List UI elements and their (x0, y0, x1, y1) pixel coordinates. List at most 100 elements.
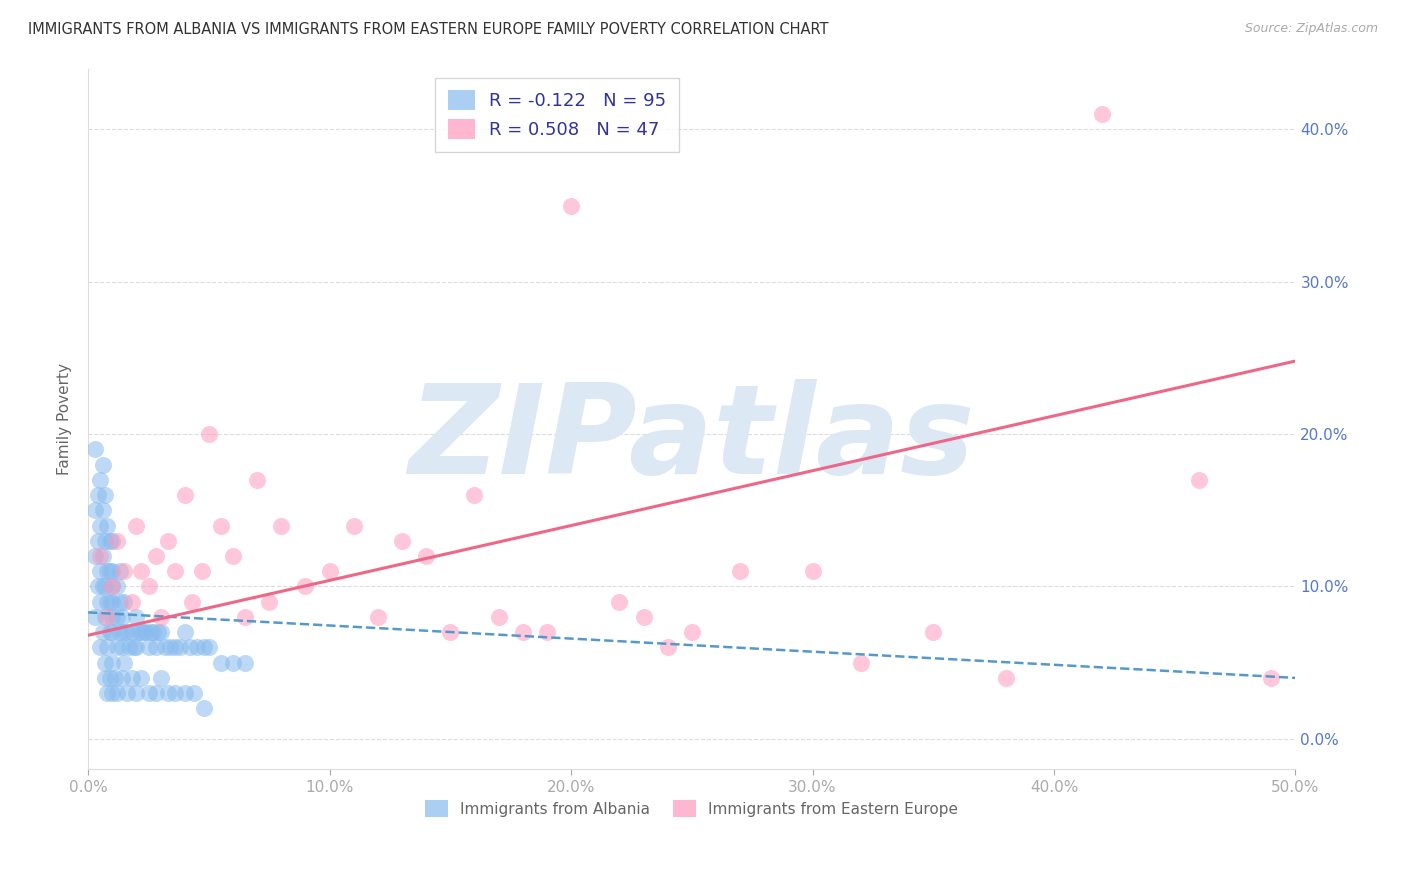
Point (125, 610, 148, 624)
Point (101, 564, 124, 578)
Point (343, 518, 366, 533)
Point (129, 564, 152, 578)
Point (98, 595, 121, 609)
Point (87, 488, 110, 502)
Point (156, 533, 179, 548)
Point (318, 564, 340, 578)
Point (94, 610, 117, 624)
Point (105, 610, 128, 624)
Point (101, 625, 124, 640)
Point (91, 625, 114, 640)
Point (139, 625, 162, 640)
Point (98, 671, 121, 685)
Point (104, 671, 127, 685)
Point (488, 610, 510, 624)
Point (98, 564, 121, 578)
Point (173, 686, 195, 700)
Point (135, 625, 157, 640)
Point (101, 580, 124, 594)
Point (657, 640, 679, 655)
Point (84, 503, 107, 517)
Point (129, 625, 152, 640)
Point (84, 442, 107, 457)
Point (125, 640, 148, 655)
Y-axis label: Family Poverty: Family Poverty (58, 363, 72, 475)
Point (91, 580, 114, 594)
Point (560, 199, 582, 213)
Point (193, 640, 215, 655)
Point (633, 610, 655, 624)
Point (89, 595, 111, 609)
Point (108, 595, 131, 609)
Point (155, 640, 177, 655)
Point (96, 564, 118, 578)
Point (173, 625, 195, 640)
Point (391, 533, 413, 548)
Point (801, 564, 824, 578)
Text: IMMIGRANTS FROM ALBANIA VS IMMIGRANTS FROM EASTERN EUROPE FAMILY POVERTY CORRELA: IMMIGRANTS FROM ALBANIA VS IMMIGRANTS FR… (28, 22, 828, 37)
Point (105, 640, 128, 655)
Point (111, 640, 134, 655)
Point (145, 686, 167, 700)
Point (98, 625, 121, 640)
Point (138, 580, 160, 594)
Point (193, 701, 215, 715)
Point (994, 671, 1017, 685)
Point (849, 656, 872, 670)
Point (98, 533, 121, 548)
Point (91, 503, 114, 517)
Point (94, 488, 117, 502)
Point (105, 686, 128, 700)
Point (246, 473, 269, 487)
Point (101, 656, 124, 670)
Point (96, 640, 118, 655)
Point (198, 640, 221, 655)
Point (156, 686, 179, 700)
Point (115, 625, 138, 640)
Point (121, 625, 143, 640)
Point (415, 549, 437, 563)
Point (439, 625, 461, 640)
Point (112, 595, 135, 609)
Point (94, 671, 117, 685)
Point (125, 518, 148, 533)
Point (112, 625, 135, 640)
Point (173, 488, 195, 502)
Point (149, 610, 172, 624)
Point (121, 671, 143, 685)
Point (94, 656, 117, 670)
Point (681, 625, 703, 640)
Point (209, 656, 232, 670)
Point (222, 656, 245, 670)
Point (270, 518, 292, 533)
Point (183, 686, 205, 700)
Point (91, 549, 114, 563)
Point (111, 610, 134, 624)
Point (165, 686, 187, 700)
Point (89, 549, 111, 563)
Point (101, 533, 124, 548)
Point (87, 580, 110, 594)
Point (101, 686, 124, 700)
Point (367, 610, 389, 624)
Point (84, 610, 107, 624)
Point (1188, 473, 1211, 487)
Point (145, 549, 167, 563)
Point (122, 640, 145, 655)
Point (125, 686, 148, 700)
Point (922, 625, 945, 640)
Point (91, 458, 114, 472)
Point (105, 533, 128, 548)
Point (96, 610, 118, 624)
Point (179, 640, 201, 655)
Point (149, 671, 172, 685)
Point (128, 625, 150, 640)
Point (169, 640, 191, 655)
Point (257, 595, 280, 609)
Point (105, 580, 128, 594)
Point (138, 640, 160, 655)
Text: Source: ZipAtlas.com: Source: ZipAtlas.com (1244, 22, 1378, 36)
Point (89, 473, 111, 487)
Point (101, 595, 124, 609)
Point (96, 518, 118, 533)
